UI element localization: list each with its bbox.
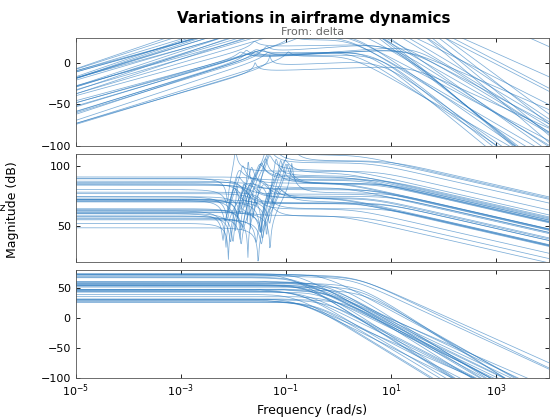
Text: Magnitude (dB): Magnitude (dB) xyxy=(6,162,18,258)
Title: From: delta: From: delta xyxy=(281,27,344,37)
Y-axis label: To: az: To: az xyxy=(0,203,5,213)
X-axis label: Frequency (rad/s): Frequency (rad/s) xyxy=(257,404,367,417)
Text: Variations in airframe dynamics: Variations in airframe dynamics xyxy=(177,10,450,26)
